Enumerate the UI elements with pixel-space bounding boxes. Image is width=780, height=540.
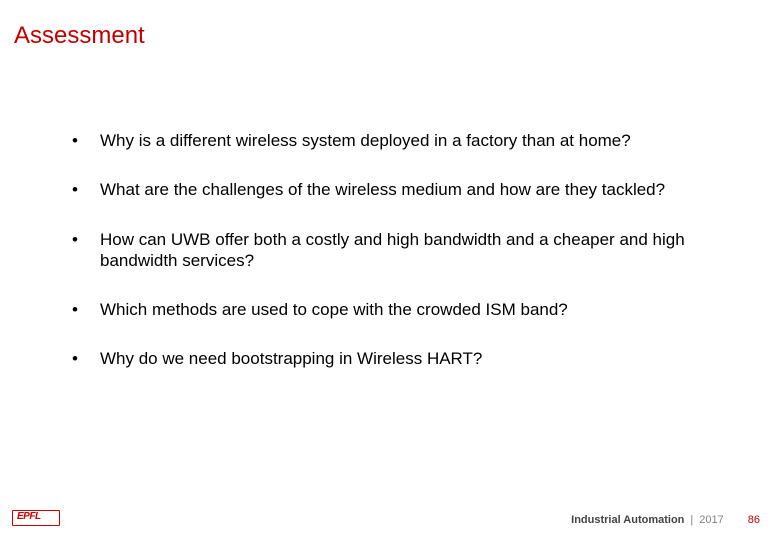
bullet-text: How can UWB offer both a costly and high… (100, 229, 732, 272)
bullet-list: • Why is a different wireless system dep… (72, 130, 732, 370)
bullet-item: • How can UWB offer both a costly and hi… (72, 229, 732, 272)
bullet-item: • Which methods are used to cope with th… (72, 299, 732, 320)
footer-separator: | (690, 514, 693, 526)
bullet-item: • Why do we need bootstrapping in Wirele… (72, 348, 732, 369)
bullet-marker: • (72, 179, 100, 200)
bullet-text: Why is a different wireless system deplo… (100, 130, 732, 151)
epfl-logo: EPFL (12, 510, 60, 530)
footer-year: 2017 (699, 514, 723, 526)
slide: Assessment • Why is a different wireless… (0, 0, 780, 540)
bullet-text: Why do we need bootstrapping in Wireless… (100, 348, 732, 369)
bullet-marker: • (72, 229, 100, 272)
content-area: • Why is a different wireless system dep… (72, 130, 732, 398)
footer: Industrial Automation | 2017 86 (571, 514, 760, 526)
bullet-marker: • (72, 299, 100, 320)
bullet-text: Which methods are used to cope with the … (100, 299, 732, 320)
bullet-item: • Why is a different wireless system dep… (72, 130, 732, 151)
slide-title: Assessment (14, 22, 145, 50)
bullet-marker: • (72, 348, 100, 369)
logo-text: EPFL (17, 511, 41, 522)
footer-title: Industrial Automation (571, 514, 684, 526)
bullet-text: What are the challenges of the wireless … (100, 179, 732, 200)
bullet-item: • What are the challenges of the wireles… (72, 179, 732, 200)
footer-page-number: 86 (748, 514, 760, 526)
bullet-marker: • (72, 130, 100, 151)
